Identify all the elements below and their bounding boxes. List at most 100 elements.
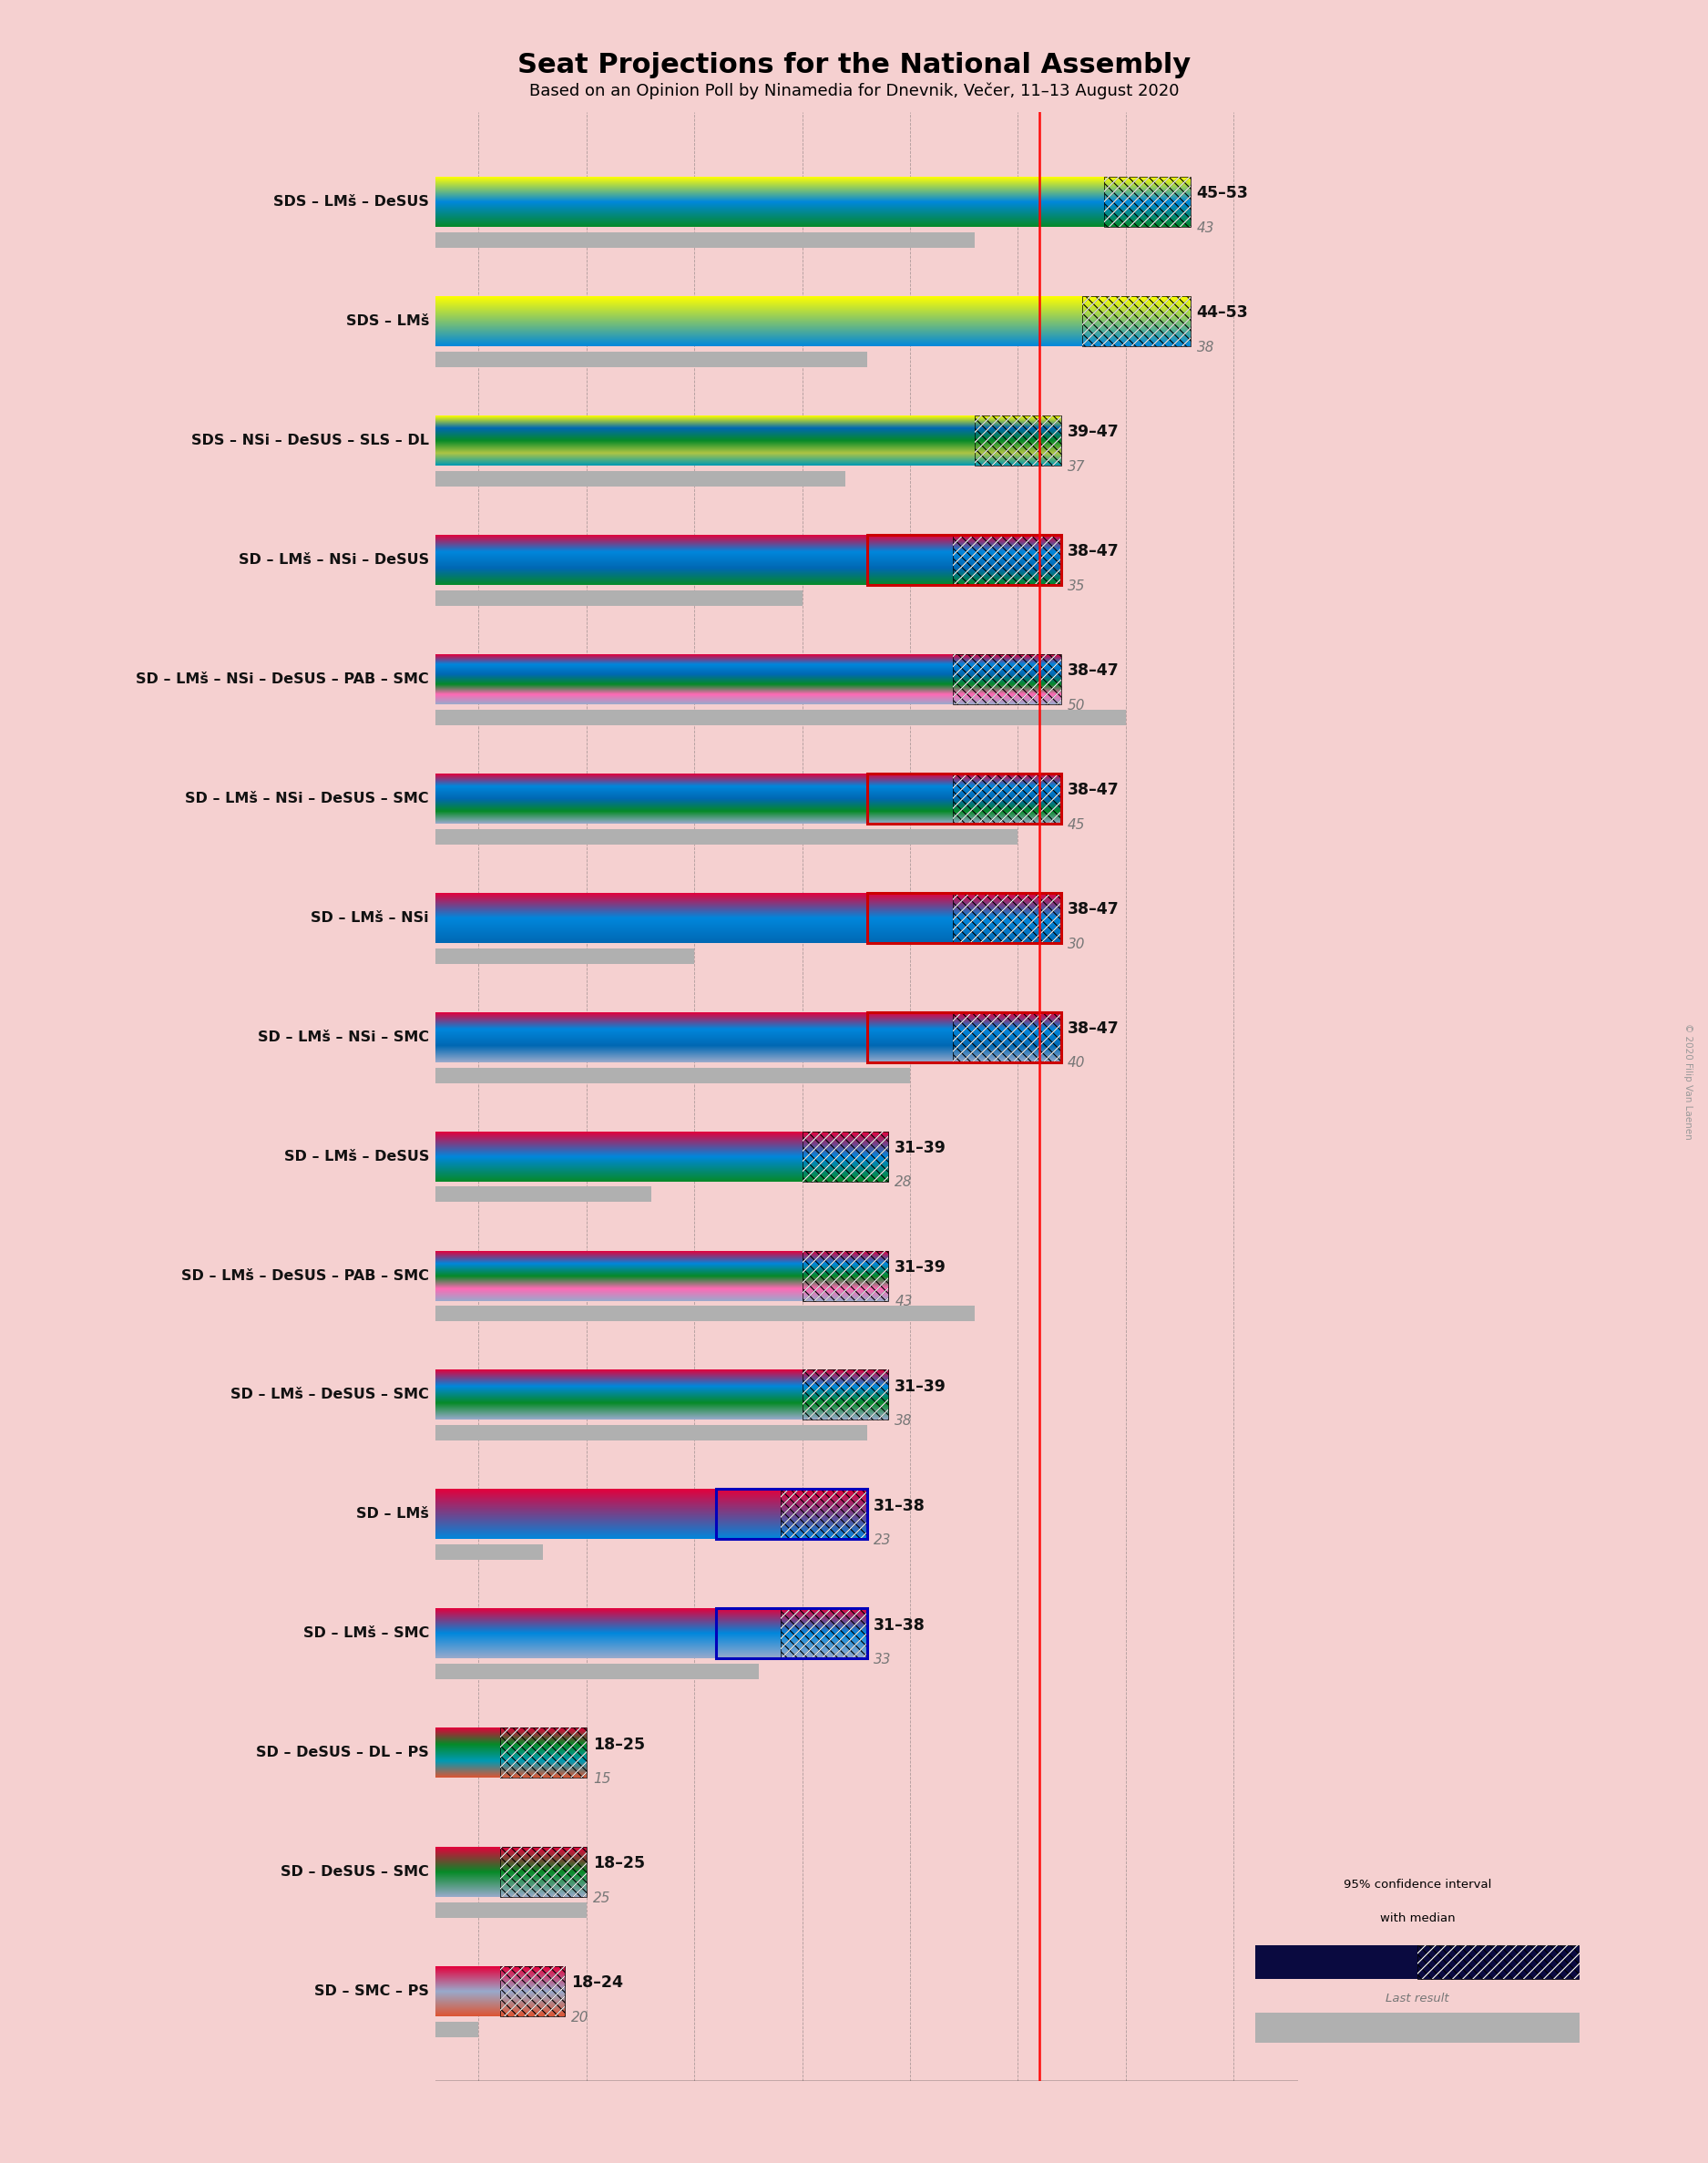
Text: 31–38: 31–38 xyxy=(873,1618,926,1633)
Text: 38–47: 38–47 xyxy=(1068,1021,1119,1036)
Bar xyxy=(500,1966,565,2016)
Text: 33: 33 xyxy=(873,1653,892,1666)
Text: 30: 30 xyxy=(1068,937,1085,952)
Text: 37: 37 xyxy=(1068,461,1085,474)
Text: 31–39: 31–39 xyxy=(895,1378,946,1395)
Bar xyxy=(436,1544,543,1560)
Text: SD – LMš – NSi – DeSUS – SMC: SD – LMš – NSi – DeSUS – SMC xyxy=(184,792,429,805)
Text: 38–47: 38–47 xyxy=(1068,543,1119,560)
Text: SD – DeSUS – SMC: SD – DeSUS – SMC xyxy=(280,1865,429,1880)
Text: SD – SMC – PS: SD – SMC – PS xyxy=(314,1983,429,1999)
Bar xyxy=(868,534,1061,584)
Text: SD – DeSUS – DL – PS: SD – DeSUS – DL – PS xyxy=(256,1746,429,1759)
Text: 38–47: 38–47 xyxy=(1068,902,1119,917)
Text: SDS – LMš: SDS – LMš xyxy=(345,314,429,329)
Text: 28: 28 xyxy=(895,1177,912,1190)
Bar xyxy=(436,1306,975,1322)
Bar xyxy=(716,1488,868,1540)
Bar xyxy=(436,828,1018,844)
Bar xyxy=(803,1131,888,1181)
Bar xyxy=(953,774,1061,824)
Bar xyxy=(371,1782,436,1800)
Bar xyxy=(436,709,1126,725)
Bar xyxy=(781,1609,868,1659)
Bar xyxy=(953,653,1061,705)
Text: 39–47: 39–47 xyxy=(1068,424,1119,441)
Bar xyxy=(500,1847,586,1897)
Bar xyxy=(1083,296,1190,346)
Text: Seat Projections for the National Assembly: Seat Projections for the National Assemb… xyxy=(518,52,1190,78)
Text: 31–38: 31–38 xyxy=(873,1497,926,1514)
Text: 15: 15 xyxy=(593,1771,611,1787)
Text: 40: 40 xyxy=(1068,1056,1085,1071)
Bar xyxy=(803,1369,888,1419)
Bar xyxy=(436,1903,586,1919)
Text: SDS – LMš – DeSUS: SDS – LMš – DeSUS xyxy=(273,195,429,210)
Bar xyxy=(1103,177,1190,227)
Text: SD – LMš – DeSUS: SD – LMš – DeSUS xyxy=(284,1149,429,1164)
Bar xyxy=(781,1488,868,1540)
Text: 18–24: 18–24 xyxy=(572,1975,623,1992)
Bar xyxy=(953,653,1061,705)
Bar xyxy=(781,1609,868,1659)
Text: 45–53: 45–53 xyxy=(1197,186,1249,201)
Bar xyxy=(868,893,1061,943)
Bar xyxy=(953,774,1061,824)
Text: © 2020 Filip Van Laenen: © 2020 Filip Van Laenen xyxy=(1682,1023,1693,1140)
Text: 45: 45 xyxy=(1068,818,1085,831)
Bar xyxy=(868,1012,1061,1062)
Bar xyxy=(500,1966,565,2016)
Bar xyxy=(716,1609,868,1659)
Text: 44–53: 44–53 xyxy=(1197,305,1249,320)
Bar xyxy=(953,893,1061,943)
Bar xyxy=(436,1663,758,1678)
Text: SD – LMš – NSi – DeSUS – PAB – SMC: SD – LMš – NSi – DeSUS – PAB – SMC xyxy=(137,673,429,686)
Bar xyxy=(1083,296,1190,346)
Bar xyxy=(953,893,1061,943)
Bar xyxy=(975,415,1061,465)
Bar xyxy=(803,1250,888,1300)
Text: 23: 23 xyxy=(873,1534,892,1547)
Bar xyxy=(436,590,803,606)
Text: 35: 35 xyxy=(1068,580,1085,593)
Text: 95% confidence interval: 95% confidence interval xyxy=(1344,1880,1491,1890)
Text: SD – LMš – SMC: SD – LMš – SMC xyxy=(302,1627,429,1640)
Text: with median: with median xyxy=(1380,1912,1455,1923)
Bar xyxy=(1418,1945,1580,1979)
Bar xyxy=(436,2022,478,2038)
Text: 38–47: 38–47 xyxy=(1068,781,1119,798)
Text: 38: 38 xyxy=(895,1415,912,1428)
Bar xyxy=(436,1425,868,1441)
Text: SD – LMš – DeSUS – SMC: SD – LMš – DeSUS – SMC xyxy=(231,1389,429,1402)
Bar xyxy=(436,353,868,368)
Text: SDS – NSi – DeSUS – SLS – DL: SDS – NSi – DeSUS – SLS – DL xyxy=(191,435,429,448)
Bar xyxy=(436,231,975,249)
Text: SD – LMš – NSi – DeSUS: SD – LMš – NSi – DeSUS xyxy=(239,554,429,567)
Bar xyxy=(953,1012,1061,1062)
Bar xyxy=(436,472,845,487)
Text: 31–39: 31–39 xyxy=(895,1259,946,1276)
Text: 20: 20 xyxy=(572,2012,589,2025)
Bar xyxy=(781,1488,868,1540)
Bar xyxy=(1255,2012,1580,2042)
Bar xyxy=(803,1369,888,1419)
Bar xyxy=(803,1131,888,1181)
Text: SD – LMš – NSi – SMC: SD – LMš – NSi – SMC xyxy=(258,1030,429,1045)
Bar xyxy=(803,1250,888,1300)
Bar xyxy=(500,1728,586,1778)
Bar xyxy=(1103,177,1190,227)
Bar xyxy=(436,1066,910,1084)
Text: 25: 25 xyxy=(593,1890,611,1906)
Text: 18–25: 18–25 xyxy=(593,1856,646,1871)
Text: SD – LMš – NSi: SD – LMš – NSi xyxy=(311,911,429,924)
Bar xyxy=(1418,1945,1580,1979)
Bar xyxy=(436,1187,651,1203)
Text: SD – LMš – DeSUS – PAB – SMC: SD – LMš – DeSUS – PAB – SMC xyxy=(181,1270,429,1283)
Text: 18–25: 18–25 xyxy=(593,1737,646,1752)
Bar xyxy=(975,415,1061,465)
Bar xyxy=(953,534,1061,584)
Text: 38: 38 xyxy=(1197,340,1214,355)
Text: SD – LMš: SD – LMš xyxy=(357,1508,429,1521)
Text: 50: 50 xyxy=(1068,699,1085,712)
Bar xyxy=(868,774,1061,824)
